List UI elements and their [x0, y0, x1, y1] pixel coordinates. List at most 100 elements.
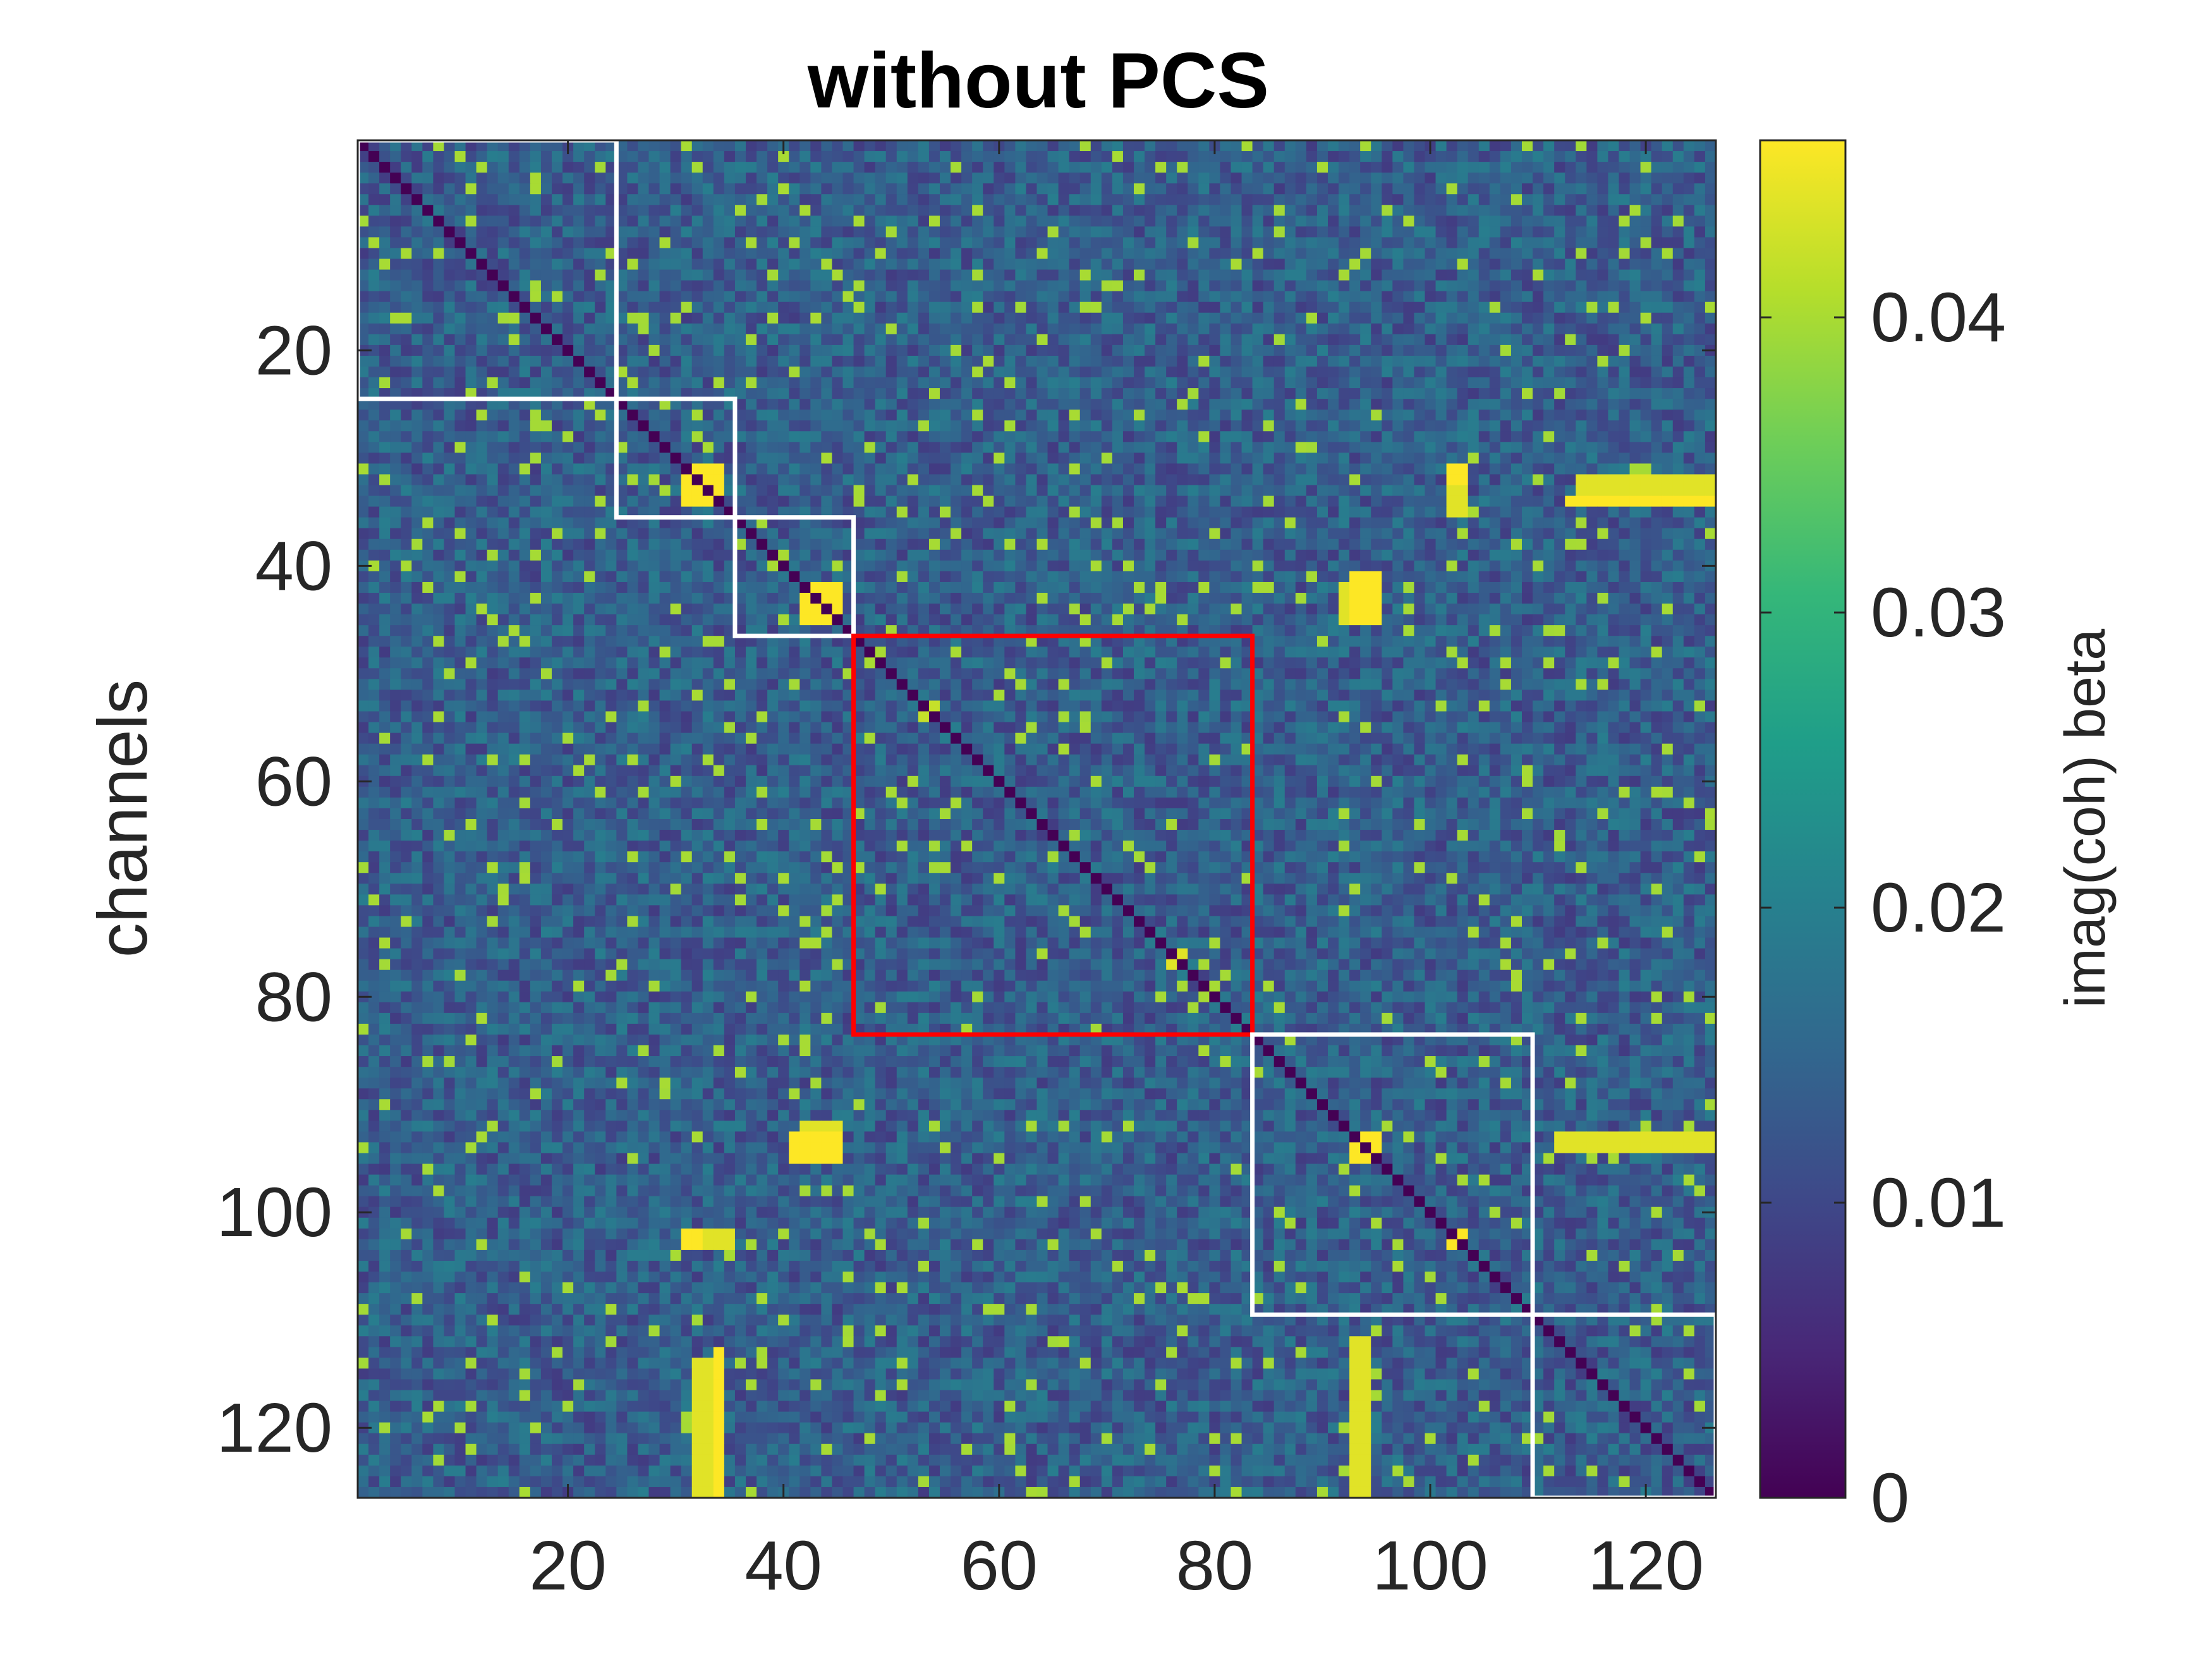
heatmap-cell [854, 237, 865, 248]
heatmap-cell [1231, 463, 1243, 475]
heatmap-cell [1468, 302, 1480, 313]
heatmap-cell [455, 420, 466, 432]
heatmap-cell [1425, 183, 1437, 195]
heatmap-cell [390, 334, 401, 346]
heatmap-cell [520, 151, 531, 162]
heatmap-cell [1091, 140, 1102, 152]
heatmap-cell [1511, 507, 1522, 518]
heatmap-cell [1069, 324, 1081, 335]
heatmap-cell [983, 420, 994, 432]
heatmap-cell [444, 237, 455, 248]
heatmap-cell [1447, 205, 1458, 216]
heatmap-cell [1565, 453, 1576, 464]
heatmap-cell [929, 140, 940, 152]
heatmap-cell [714, 281, 725, 292]
heatmap-cell [767, 485, 779, 497]
heatmap-cell [1188, 453, 1199, 464]
heatmap-cell [1026, 561, 1037, 572]
heatmap-cell [1586, 496, 1598, 507]
heatmap-cell [735, 173, 746, 184]
heatmap-cell [1209, 334, 1220, 346]
heatmap-cell [509, 528, 520, 540]
heatmap-cell [1500, 226, 1512, 238]
heatmap-cell [735, 324, 746, 335]
heatmap-cell [627, 248, 638, 259]
heatmap-cell [875, 248, 887, 259]
heatmap-cell [961, 420, 973, 432]
heatmap-cell [1253, 453, 1264, 464]
heatmap-cell [875, 226, 887, 238]
heatmap-cell [918, 226, 930, 238]
heatmap-cell [422, 281, 434, 292]
heatmap-cell [1630, 248, 1641, 259]
heatmap-cell [433, 550, 444, 561]
heatmap-cell [401, 463, 412, 475]
heatmap-cell [1198, 410, 1210, 421]
heatmap-cell [1684, 259, 1695, 270]
heatmap-cell [714, 561, 725, 572]
heatmap-cell [1112, 496, 1124, 507]
heatmap-cell [1285, 162, 1296, 173]
heatmap-cell [821, 237, 832, 248]
heatmap-cell [477, 463, 488, 475]
heatmap-cell [714, 151, 725, 162]
heatmap-cell [390, 313, 401, 324]
heatmap-cell [1565, 496, 1576, 507]
heatmap-cell [1382, 162, 1393, 173]
heatmap-cell [1662, 463, 1674, 475]
heatmap-cell [1091, 420, 1102, 432]
heatmap-cell [1490, 420, 1501, 432]
heatmap-cell [843, 162, 854, 173]
heatmap-cell [1349, 334, 1361, 346]
heatmap-cell [1339, 334, 1350, 346]
heatmap-cell [1155, 205, 1167, 216]
heatmap-cell [1285, 356, 1296, 367]
heatmap-cell [1242, 194, 1253, 205]
heatmap-cell [1296, 485, 1307, 497]
heatmap-cell [1166, 442, 1177, 453]
heatmap-cell [1198, 226, 1210, 238]
heatmap-cell [1198, 302, 1210, 313]
heatmap-cell [1619, 367, 1631, 378]
heatmap-cell [1511, 162, 1522, 173]
heatmap-cell [1166, 226, 1177, 238]
heatmap-cell [961, 334, 973, 346]
heatmap-cell [1102, 140, 1113, 152]
heatmap-cell [627, 151, 638, 162]
heatmap-cell [1026, 162, 1037, 173]
heatmap-cell [477, 259, 488, 270]
heatmap-cell [649, 431, 660, 442]
heatmap-cell [875, 420, 887, 432]
heatmap-cell [541, 345, 552, 356]
heatmap-cell [1112, 367, 1124, 378]
heatmap-cell [1382, 183, 1393, 195]
heatmap-cell [1447, 528, 1458, 540]
heatmap-cell [411, 324, 423, 335]
heatmap-cell [1296, 270, 1307, 281]
heatmap-cell [799, 453, 811, 464]
heatmap-cell [1285, 442, 1296, 453]
heatmap-cell [1511, 518, 1522, 529]
heatmap-cell [1533, 431, 1544, 442]
heatmap-cell [595, 507, 606, 518]
heatmap-cell [1328, 539, 1339, 550]
heatmap-cell [1102, 205, 1113, 216]
heatmap-cell [1705, 216, 1717, 227]
heatmap-cell [1630, 420, 1641, 432]
heatmap-cell [411, 356, 423, 367]
heatmap-cell [1543, 281, 1555, 292]
heatmap-cell [908, 302, 919, 313]
heatmap-cell [1349, 496, 1361, 507]
heatmap-cell [972, 356, 983, 367]
heatmap-cell [1274, 291, 1285, 303]
heatmap-cell [1155, 140, 1167, 152]
heatmap-cell [757, 474, 768, 485]
heatmap-cell [1371, 410, 1382, 421]
heatmap-cell [1026, 496, 1037, 507]
heatmap-cell [1080, 496, 1091, 507]
heatmap-cell [1134, 237, 1145, 248]
heatmap-cell [552, 463, 563, 475]
heatmap-cell [562, 431, 574, 442]
heatmap-cell [1209, 399, 1220, 410]
heatmap-cell [1576, 334, 1587, 346]
